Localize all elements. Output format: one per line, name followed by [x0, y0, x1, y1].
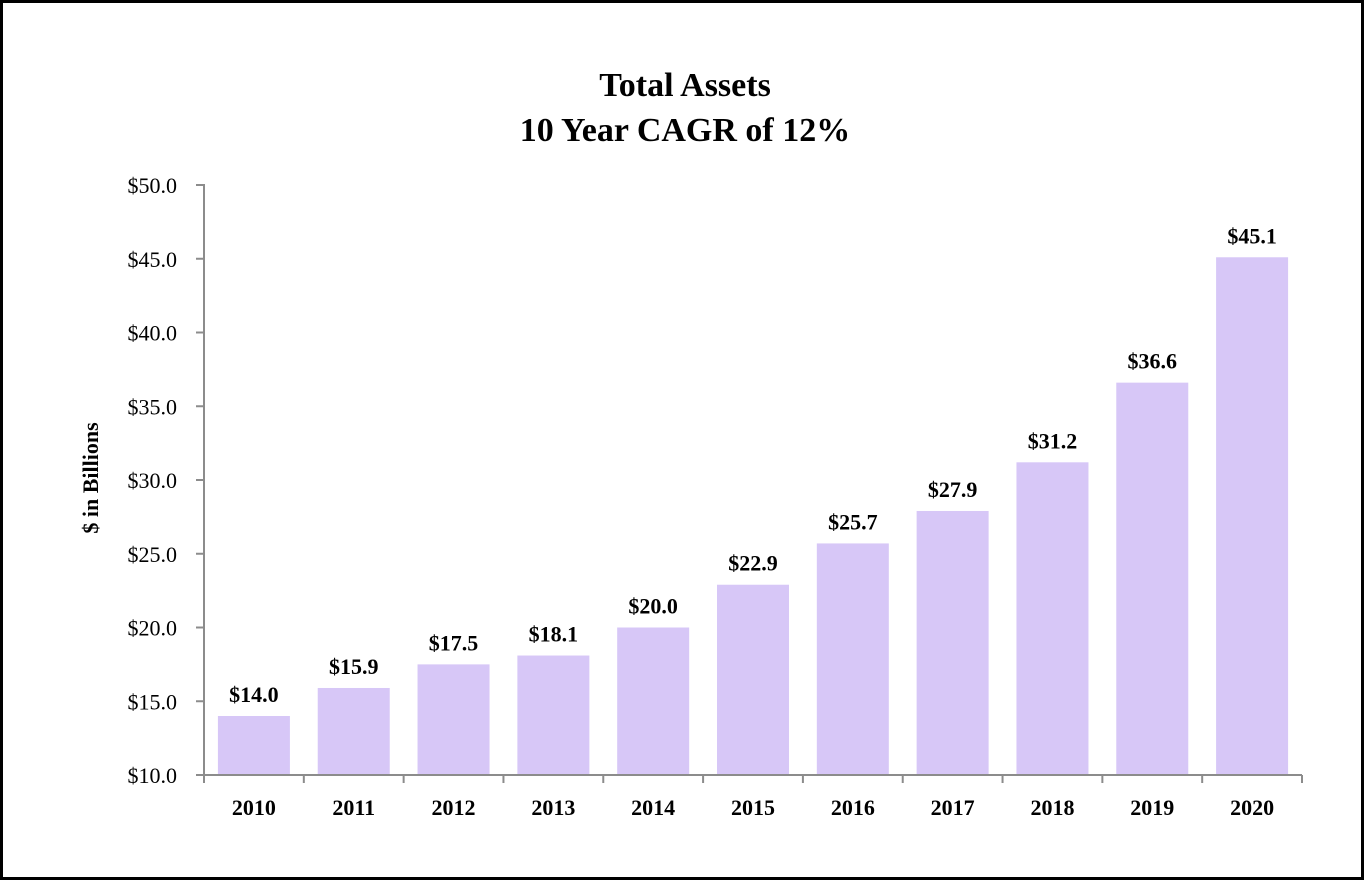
bar-2017 — [916, 510, 989, 775]
bar-chart: Total Assets 10 Year CAGR of 12% $ in Bi… — [78, 67, 1303, 820]
x-tick-label: 2013 — [531, 795, 575, 820]
data-label-2020: $45.1 — [1227, 223, 1277, 248]
bar-2019 — [1116, 382, 1189, 775]
bar-series — [217, 257, 1289, 775]
data-label-2015: $22.9 — [728, 551, 778, 576]
data-label-2013: $18.1 — [529, 622, 579, 647]
chart-title-line-1: Total Assets — [599, 67, 771, 104]
y-tick-label: $30.0 — [128, 468, 178, 493]
data-label-2014: $20.0 — [628, 594, 678, 619]
y-tick-label: $35.0 — [128, 394, 178, 419]
data-label-2016: $25.7 — [828, 509, 878, 534]
x-tick-label: 2019 — [1130, 795, 1174, 820]
y-tick-label: $10.0 — [128, 763, 178, 788]
x-axis-ticks: 2010 2011 2012 2013 2014 2015 2016 2017 2018 2019… — [203, 775, 1303, 820]
bar-2010 — [217, 716, 290, 775]
x-tick-label: 2017 — [931, 795, 975, 820]
bar-2020 — [1216, 257, 1289, 775]
data-label-2011: $15.9 — [329, 654, 379, 679]
x-tick-label: 2020 — [1230, 795, 1274, 820]
y-tick-label: $15.0 — [128, 689, 178, 714]
x-tick-label: 2011 — [332, 795, 375, 820]
x-tick-label: 2012 — [432, 795, 476, 820]
bar-2015 — [717, 584, 789, 775]
x-tick-label: 2018 — [1030, 795, 1074, 820]
y-tick-label: $40.0 — [128, 321, 178, 346]
data-labels: $14.0 $15.9 $17.5 $18.1 $20.0 $22.9 $25.7 $27.9… — [229, 223, 1277, 707]
y-tick-label: $25.0 — [128, 542, 178, 567]
chart-title: Total Assets 10 Year CAGR of 12% — [520, 67, 851, 149]
y-tick-label: $20.0 — [128, 616, 178, 641]
y-axis-ticks: $10.0 $15.0 $20.0 $25.0 $30.0 $35.0 $40.0 $45.0… — [128, 173, 204, 788]
data-label-2017: $27.9 — [928, 477, 978, 502]
y-tick-label: $45.0 — [128, 247, 178, 272]
bar-2018 — [1016, 462, 1089, 775]
data-label-2018: $31.2 — [1028, 428, 1078, 453]
bar-2016 — [816, 543, 889, 775]
data-label-2012: $17.5 — [429, 630, 479, 655]
data-label-2010: $14.0 — [229, 682, 279, 707]
y-axis-title: $ in Billions — [78, 422, 103, 534]
y-tick-label: $50.0 — [128, 173, 178, 198]
bar-2011 — [317, 687, 390, 775]
bar-2013 — [517, 655, 590, 775]
data-label-2019: $36.6 — [1128, 349, 1178, 374]
x-tick-label: 2010 — [232, 795, 276, 820]
x-tick-label: 2016 — [831, 795, 875, 820]
x-tick-label: 2015 — [731, 795, 775, 820]
axes — [196, 184, 1302, 776]
bar-2014 — [617, 627, 690, 775]
chart-title-line-2: 10 Year CAGR of 12% — [520, 112, 851, 149]
bar-2012 — [417, 664, 490, 775]
x-tick-label: 2014 — [631, 795, 675, 820]
